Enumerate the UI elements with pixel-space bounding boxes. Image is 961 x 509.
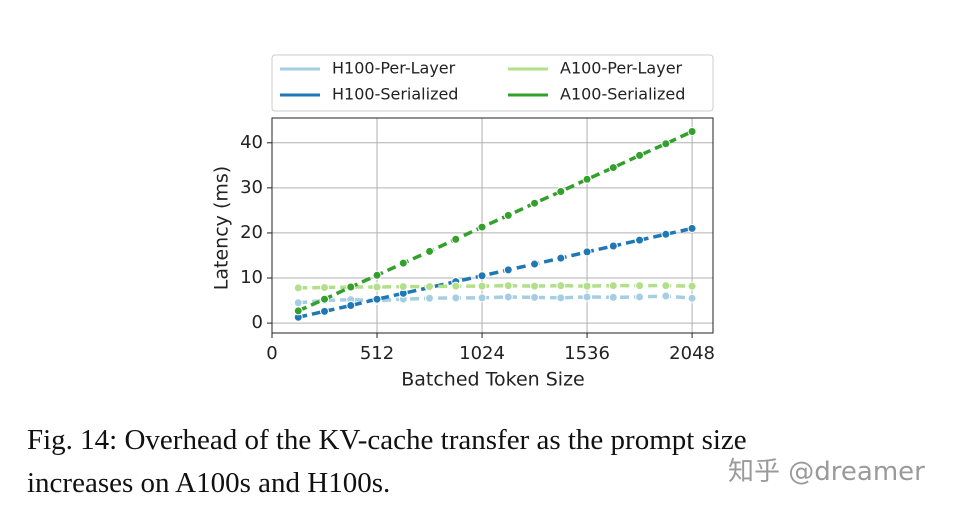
data-point	[530, 292, 540, 302]
y-tick-label: 0	[252, 312, 263, 333]
data-point	[293, 306, 303, 316]
x-tick-label: 2048	[669, 343, 715, 364]
data-point	[503, 210, 513, 220]
data-point	[556, 253, 566, 263]
y-tick-label: 20	[240, 222, 263, 243]
data-point	[320, 294, 330, 304]
caption-line: increases on A100s and H100s.	[27, 467, 390, 499]
x-tick-label: 512	[360, 343, 394, 364]
data-point	[635, 292, 645, 302]
data-point	[635, 235, 645, 245]
data-point	[556, 281, 566, 291]
data-point	[293, 283, 303, 293]
data-point	[530, 259, 540, 269]
data-point	[320, 282, 330, 292]
data-point	[530, 281, 540, 291]
data-point	[687, 127, 697, 137]
data-point	[372, 270, 382, 280]
data-point	[661, 281, 671, 291]
data-point	[661, 291, 671, 301]
data-point	[556, 186, 566, 196]
data-point	[582, 292, 592, 302]
plot-frame	[271, 117, 714, 334]
series-line	[298, 283, 693, 290]
data-point	[661, 229, 671, 239]
x-axis-label: Batched Token Size	[401, 369, 585, 391]
data-point	[635, 150, 645, 160]
data-point	[582, 247, 592, 257]
data-point	[608, 292, 618, 302]
data-point	[608, 163, 618, 173]
data-point	[687, 281, 697, 291]
data-point	[425, 293, 435, 303]
data-point	[477, 271, 487, 281]
data-point	[477, 293, 487, 303]
data-point	[503, 292, 513, 302]
y-tick-label: 40	[240, 132, 263, 153]
data-point	[425, 282, 435, 292]
data-point	[372, 294, 382, 304]
x-tick-label: 1024	[459, 343, 505, 364]
data-point	[635, 281, 645, 291]
data-point	[346, 282, 356, 292]
data-point	[608, 281, 618, 291]
data-point	[477, 222, 487, 232]
data-point	[608, 241, 618, 251]
data-point	[582, 174, 592, 184]
data-point	[451, 281, 461, 291]
data-point	[451, 234, 461, 244]
x-tick-label: 0	[266, 343, 277, 364]
y-tick-label: 30	[240, 177, 263, 198]
series-line	[298, 294, 693, 305]
series-line	[297, 226, 693, 319]
data-point	[372, 282, 382, 292]
data-point	[687, 293, 697, 303]
data-point	[477, 281, 487, 291]
data-point	[293, 298, 303, 308]
data-point	[425, 246, 435, 256]
data-point	[582, 281, 592, 291]
data-point	[503, 265, 513, 275]
data-point	[398, 258, 408, 268]
watermark: 知乎 @dreamer	[728, 457, 925, 487]
data-point	[398, 282, 408, 292]
data-point	[346, 301, 356, 311]
caption-line: Fig. 14: Overhead of the KV-cache transf…	[27, 424, 747, 456]
legend-label: A100-Serialized	[560, 85, 685, 104]
data-point	[556, 293, 566, 303]
y-axis-label: Latency (ms)	[211, 166, 233, 290]
legend-label: H100-Serialized	[332, 85, 458, 104]
data-point	[530, 198, 540, 208]
series-line	[297, 129, 693, 313]
x-tick-label: 1536	[564, 343, 610, 364]
legend-label: H100-Per-Layer	[332, 59, 456, 78]
data-point	[687, 223, 697, 233]
data-point	[661, 139, 671, 149]
y-tick-label: 10	[240, 267, 263, 288]
legend-label: A100-Per-Layer	[560, 59, 683, 78]
data-point	[503, 281, 513, 291]
data-point	[451, 293, 461, 303]
legend-box	[271, 54, 714, 112]
data-point	[320, 306, 330, 316]
